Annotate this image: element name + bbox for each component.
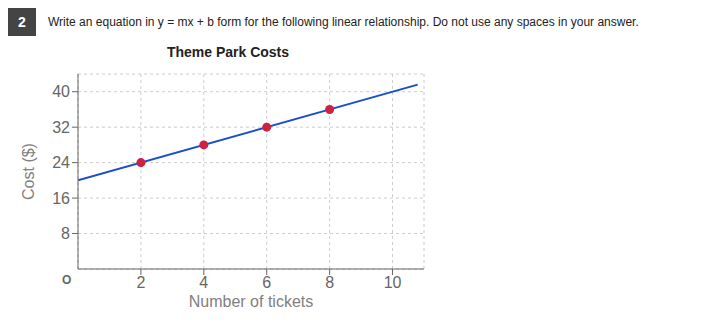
svg-text:Number of tickets: Number of tickets: [189, 293, 313, 310]
svg-text:10: 10: [384, 274, 402, 291]
html-text:Theme Park Costs: Theme Park Costs: [166, 44, 290, 60]
html-text:Write an equation in y = mx +: Write an equation in y = mx + b form for…: [48, 15, 639, 29]
svg-text:Cost ($): Cost ($): [20, 143, 37, 200]
html-text:2: 2: [18, 14, 26, 30]
svg-text:8: 8: [325, 274, 334, 291]
svg-text:32: 32: [52, 119, 70, 136]
svg-text:2: 2: [136, 274, 145, 291]
html-text:O: O: [62, 273, 72, 287]
svg-text:6: 6: [262, 274, 271, 291]
svg-text:4: 4: [199, 274, 208, 291]
svg-text:24: 24: [52, 154, 70, 171]
svg-text:40: 40: [52, 83, 70, 100]
svg-text:8: 8: [61, 225, 70, 242]
svg-text:16: 16: [52, 190, 70, 207]
